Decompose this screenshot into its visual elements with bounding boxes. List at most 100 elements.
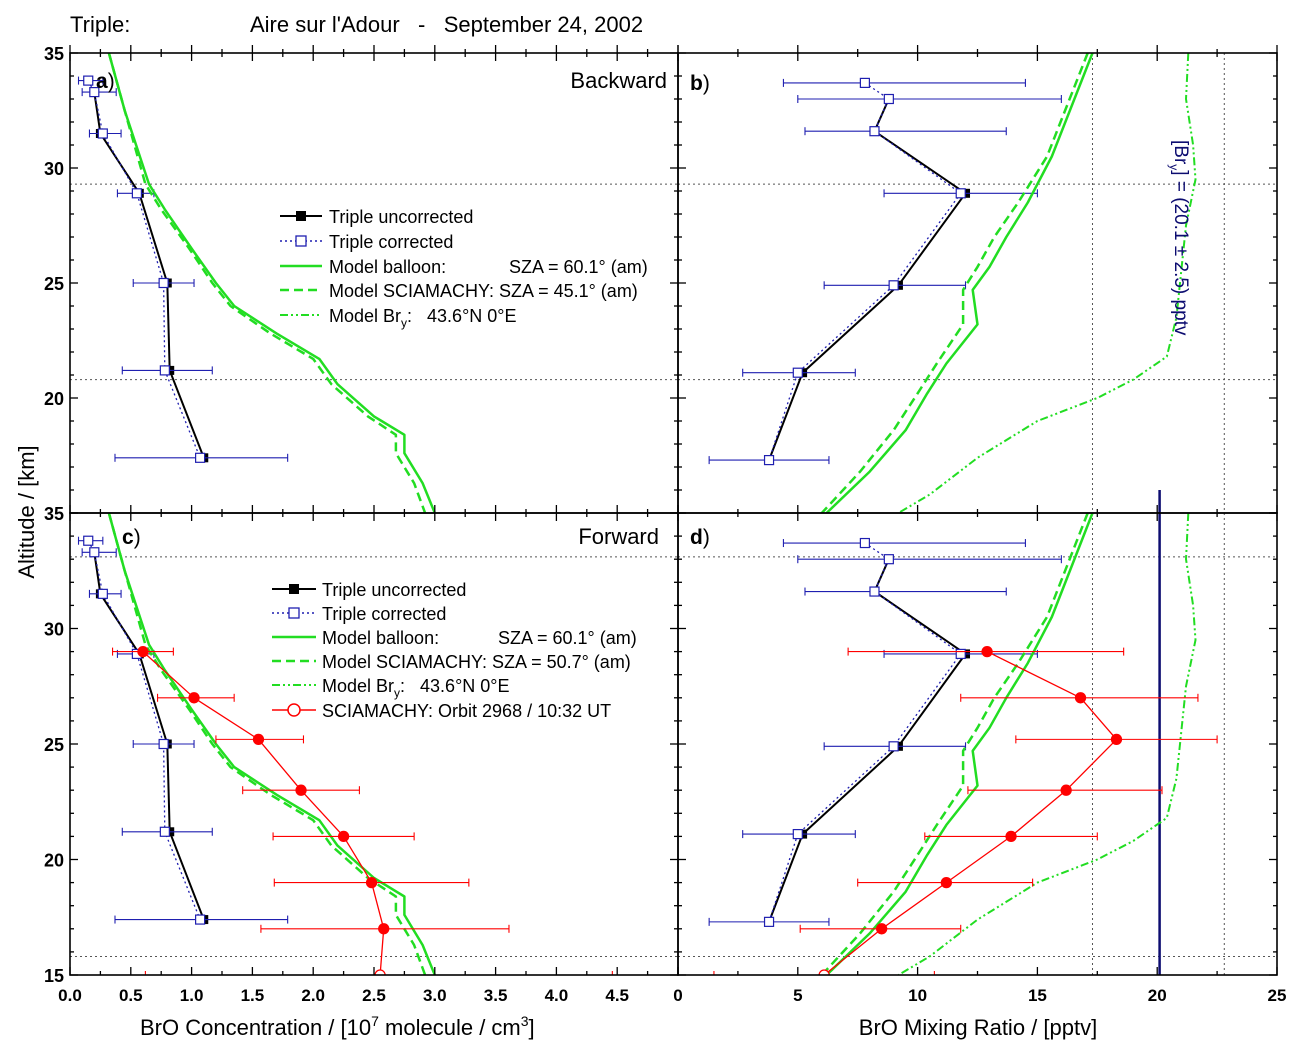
panel-d-sciamachy-orbit-2968-10-32-ut-point (940, 876, 953, 889)
legend-top-label-4: Model SCIAMACHY: SZA = 45.1° (am) (329, 281, 638, 301)
panel-c-sciamachy-orbit-2968-10-32-ut-point (378, 923, 390, 935)
legend-top-label-3b: SZA = 60.1° (am) (509, 257, 648, 277)
panel-b-triple-uncorrected-line (768, 98, 967, 461)
panel-a-triple-corrected-point (158, 277, 169, 289)
panel-c-title: Forward (578, 524, 659, 549)
panel-d-triple-uncorrected-line (768, 558, 967, 923)
x-right-tick-label: 20 (1148, 986, 1167, 1005)
legend-top: Triple uncorrected Triple corrected Mode… (280, 207, 648, 330)
legend-bottom-label-3b: SZA = 60.1° (am) (498, 628, 637, 648)
x-left-tick-label: 0.5 (119, 986, 143, 1005)
panel-c-model-balloon-line (107, 513, 436, 975)
panel-a-triple-corrected-point (131, 188, 142, 199)
panel-b-triple-corrected-point (888, 280, 899, 291)
panel-c-triple-corrected-point (158, 738, 169, 750)
panel-b-triple-corrected-point (792, 367, 803, 378)
panel-d-model-br-line (897, 513, 1197, 975)
bry-annotation: [Bry] = (20.1 ± 2.5) pptv (1167, 140, 1191, 336)
header-title: Aire sur l'Adour - September 24, 2002 (250, 12, 643, 37)
panel-c-triple-corrected-point (97, 588, 108, 599)
panel-b-triple-corrected-line (768, 82, 962, 461)
x-axis-label-left: BrO Concentration / [107 molecule / cm3] (140, 1013, 535, 1040)
panel-c-plot-area (77, 513, 613, 975)
panel-a-triple-corrected-point (89, 86, 100, 98)
panel-a-title: Backward (570, 68, 667, 93)
header-label: Triple: (70, 12, 130, 37)
panel-d-triple-corrected-point (869, 586, 880, 597)
legend-bottom: Triple uncorrected Triple corrected Mode… (272, 580, 637, 721)
y-tick-label: 35 (44, 44, 64, 64)
panel-b-triple-corrected-point (763, 455, 775, 466)
plot-layer (77, 53, 1218, 975)
panel-d-sciamachy-orbit-2968-10-32-ut-point (876, 923, 888, 935)
panel-c-triple-corrected-point (89, 547, 100, 558)
y-tick-label: 20 (44, 851, 64, 871)
y-tick-label: 25 (44, 735, 64, 755)
panel-b-tag: b) (690, 72, 710, 95)
legend-bottom-label-4: Model SCIAMACHY: SZA = 50.7° (am) (322, 652, 631, 672)
panel-d-triple-corrected-point (955, 648, 966, 660)
x-left-tick-label: 4.0 (545, 986, 569, 1005)
panel-d-triple-corrected-point (792, 828, 803, 840)
legend-top-label-5: Model Bry: 43.6°N 0°E (329, 306, 516, 330)
x-right-tick-label: 15 (1028, 986, 1047, 1005)
x-left-tick-label: 2.0 (301, 986, 325, 1005)
panel-d-triple-corrected-point (888, 741, 899, 752)
panel-b-plot-area (708, 53, 1197, 513)
y-tick-label: 30 (44, 620, 64, 640)
legend-bottom-label-3: Model balloon: (322, 628, 439, 648)
panel-c-triple-uncorrected-line (93, 552, 205, 920)
axis-ticks: 20 25 30 35 15 20 25 30 35 0.0 0.5 1.0 1.5 2.0 2.5 3.0 3… (44, 44, 1286, 1005)
panel-a-triple-corrected-point (159, 365, 170, 376)
x-left-tick-label: 0.0 (58, 986, 82, 1005)
x-left-tick-label: 3.0 (423, 986, 447, 1005)
x-right-tick-label: 5 (793, 986, 802, 1005)
panel-a-triple-corrected-point (83, 75, 94, 86)
x-right-tick-label: 10 (908, 986, 927, 1005)
y-tick-label: 20 (44, 389, 64, 409)
reference-lines (70, 53, 1277, 975)
panel-d-sciamachy-orbit-2968-10-32-ut-point (818, 969, 830, 975)
x-left-tick-label: 3.5 (484, 986, 508, 1005)
panel-d-sciamachy-orbit-2968-10-32-ut-point (1110, 733, 1123, 746)
panel-b-triple-corrected-point (869, 126, 880, 137)
legend-bottom-label-6: SCIAMACHY: Orbit 2968 / 10:32 UT (322, 701, 611, 721)
legend-bottom-label-1: Triple uncorrected (322, 580, 466, 600)
panel-d-plot-area (708, 513, 1218, 975)
panel-d-triple-corrected-point (883, 554, 894, 565)
y-tick-label: 15 (44, 966, 64, 986)
panel-a-triple-corrected-point (97, 128, 108, 139)
panel-b-triple-corrected-point (955, 188, 966, 199)
legend-top-label-2: Triple corrected (329, 232, 453, 252)
panel-d-sciamachy-orbit-2968-10-32-ut-point (981, 645, 993, 658)
panel-d-triple-corrected-point (763, 916, 775, 927)
panel-c-sciamachy-orbit-2968-10-32-ut-point (252, 733, 265, 746)
panel-d-sciamachy-orbit-2968-10-32-ut-point (1005, 830, 1017, 843)
legend-top-label-3: Model balloon: (329, 257, 446, 277)
x-axis-label-right: BrO Mixing Ratio / [pptv] (859, 1015, 1097, 1040)
legend-bottom-label-5: Model Bry: 43.6°N 0°E (322, 676, 509, 700)
panel-d-sciamachy-orbit-2968-10-32-ut-point (1074, 692, 1087, 704)
panel-d-tag: d) (690, 526, 710, 549)
panel-c-sciamachy-orbit-2968-10-32-ut-point (365, 876, 378, 889)
panel-c-sciamachy-orbit-2968-10-32-ut-point (374, 969, 386, 975)
panel-d-triple-corrected-line (768, 542, 962, 923)
y-tick-label: 35 (44, 504, 64, 524)
x-left-tick-label: 0 (673, 986, 682, 1005)
panel-c-tag: c) (122, 526, 141, 549)
panel-b-triple-corrected-point (883, 93, 894, 105)
panel-a-model-balloon-line (107, 53, 436, 513)
y-axis-label: Altitude / [km] (14, 445, 39, 578)
panel-a-triple-corrected-point (195, 452, 206, 463)
panel-c-sciamachy-orbit-2968-10-32-ut-point (137, 645, 149, 658)
panel-b-triple-corrected-point (859, 77, 870, 89)
panel-a-model-sciamachy-sza-45-1-am-line (107, 53, 427, 513)
panel-a-tag: a) (96, 70, 115, 93)
panel-d-sciamachy-orbit-2968-10-32-ut-line (823, 651, 1118, 975)
panel-c-model-sciamachy-sza-50-7-am-line (107, 513, 427, 975)
panel-d-model-balloon-line (825, 513, 1094, 975)
x-right-tick-label: 25 (1268, 986, 1287, 1005)
panel-b-model-sciamachy-sza-45-1-am-line (820, 53, 1089, 513)
x-left-tick-label: 2.5 (362, 986, 386, 1005)
panel-c-triple-corrected-point (159, 826, 170, 837)
